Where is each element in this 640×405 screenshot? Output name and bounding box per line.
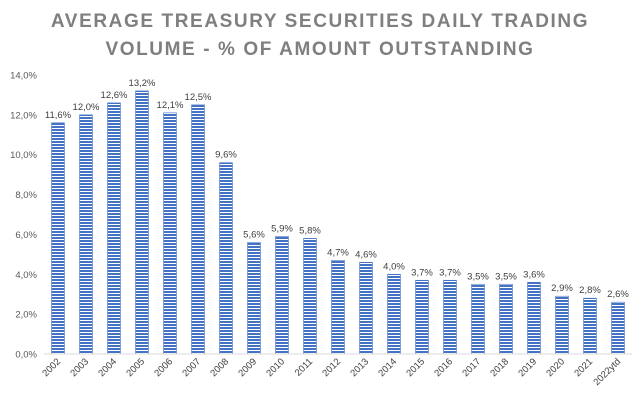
x-tick-label: 2011 [293, 356, 315, 378]
bar [555, 295, 569, 355]
x-tick-label: 2005 [124, 356, 147, 379]
bar [471, 283, 485, 355]
data-label: 4,0% [383, 261, 405, 272]
bar [107, 102, 121, 355]
x-tick-label: 2008 [208, 356, 231, 379]
x-tick-label: 2007 [180, 356, 203, 379]
x-tick-label: 2015 [404, 356, 427, 379]
chart-title-line1: AVERAGE TREASURY SECURITIES DAILY TRADIN… [50, 11, 590, 32]
data-label: 3,6% [523, 269, 545, 280]
data-label: 2,9% [551, 283, 573, 294]
data-label: 12,0% [73, 102, 100, 113]
bars [51, 90, 625, 355]
bar [359, 262, 373, 355]
data-label: 3,5% [467, 271, 489, 282]
bar [135, 90, 149, 355]
x-tick-label: 2010 [264, 356, 287, 379]
data-label: 5,9% [271, 223, 293, 234]
data-label: 4,6% [355, 249, 377, 260]
chart-title: AVERAGE TREASURY SECURITIES DAILY TRADIN… [0, 8, 640, 64]
data-label: 12,6% [101, 90, 128, 101]
bar [191, 104, 205, 355]
bar [163, 112, 177, 355]
x-axis: 2002 2003 2004 2005 2006 2007 2008 2009 2010 2011… [40, 353, 632, 388]
x-tick-label: 2012 [320, 356, 343, 379]
bar [499, 283, 513, 355]
bar [247, 242, 261, 355]
data-label: 2,6% [607, 289, 629, 300]
bar [331, 260, 345, 355]
data-label: 12,1% [157, 100, 184, 111]
data-label: 5,8% [299, 225, 321, 236]
x-tick-label: 2022ytd [591, 356, 623, 388]
y-tick-label: 14,0% [10, 71, 37, 82]
bar [443, 279, 457, 355]
data-label: 5,6% [243, 229, 265, 240]
x-tick-label: 2016 [432, 356, 455, 379]
bar [219, 162, 233, 355]
data-label: 3,7% [411, 267, 433, 278]
y-tick-label: 10,0% [10, 150, 37, 161]
x-tick-label: 2017 [460, 356, 483, 379]
data-label: 4,7% [327, 247, 349, 258]
data-label: 2,8% [579, 285, 601, 296]
bar [527, 281, 541, 355]
data-label: 3,5% [495, 271, 517, 282]
bar [611, 301, 625, 355]
bar [79, 114, 93, 355]
chart-title-line2: VOLUME - % OF AMOUNT OUTSTANDING [105, 39, 535, 60]
bar [387, 273, 401, 355]
data-label: 12,5% [185, 92, 212, 103]
data-label: 9,6% [215, 150, 237, 161]
x-tick-label: 2020 [544, 356, 567, 379]
bar [51, 122, 65, 355]
y-tick-label: 12,0% [10, 110, 37, 121]
data-label: 11,6% [45, 110, 72, 121]
y-tick-label: 2,0% [15, 310, 37, 321]
y-axis: 0,0% 2,0% 4,0% 6,0% 8,0% 10,0% 12,0% 14,0% [10, 71, 37, 361]
x-tick-label: 2013 [348, 356, 371, 379]
y-tick-label: 0,0% [15, 350, 37, 361]
y-tick-label: 8,0% [15, 190, 37, 201]
data-label: 3,7% [439, 267, 461, 278]
data-labels: 11,6%12,0%12,6%13,2%12,1%12,5% 9,6% 5,6% 5,… [45, 78, 629, 300]
x-tick-label: 2014 [376, 356, 399, 379]
y-tick-label: 6,0% [15, 230, 37, 241]
data-label: 13,2% [129, 78, 156, 89]
x-tick-label: 2006 [152, 356, 175, 379]
x-tick-label: 2019 [516, 356, 539, 379]
bar [583, 297, 597, 355]
x-tick-label: 2018 [488, 356, 511, 379]
y-tick-label: 4,0% [15, 270, 37, 281]
bar [415, 279, 429, 355]
x-tick-label: 2004 [96, 356, 119, 379]
bar [303, 238, 317, 355]
x-tick-label: 2021 [572, 356, 595, 379]
bar [275, 236, 289, 355]
x-tick-label: 2003 [68, 356, 91, 379]
x-tick-label: 2009 [236, 356, 259, 379]
x-tick-label: 2002 [40, 356, 63, 379]
